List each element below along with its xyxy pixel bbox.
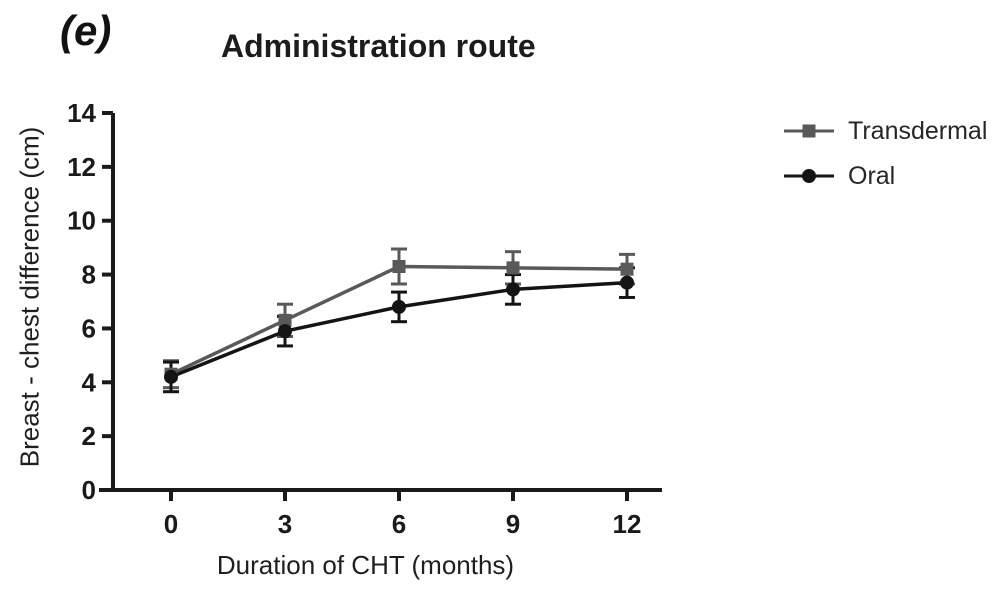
oral-circle-marker-icon — [784, 169, 834, 183]
x-tick-label: 3 — [278, 509, 292, 539]
tick-labels: 0 2 4 6 8 10 12 14 0 3 6 9 12 — [67, 98, 641, 539]
y-tick-label: 4 — [82, 367, 97, 397]
legend-label-transdermal: Transdermal — [848, 116, 988, 145]
data-point-square — [278, 313, 292, 327]
legend-label-oral: Oral — [848, 161, 896, 190]
y-tick-label: 2 — [82, 421, 96, 451]
transdermal-square-marker-icon — [784, 124, 834, 138]
legend: Transdermal Oral — [783, 117, 987, 190]
data-point-circle — [392, 299, 406, 314]
y-tick-label: 0 — [82, 475, 96, 505]
y-tick-label: 10 — [67, 206, 96, 236]
legend-item-transdermal: Transdermal — [783, 117, 987, 145]
y-tick-label: 14 — [67, 98, 96, 128]
data-point-circle — [164, 369, 178, 384]
x-tick-label: 6 — [392, 509, 406, 539]
y-tick-label: 12 — [67, 152, 96, 182]
x-tick-label: 9 — [506, 509, 520, 539]
panel-label: (e) — [60, 7, 112, 54]
x-tick-label: 0 — [164, 509, 178, 539]
data-point-square — [620, 262, 634, 276]
data-point-circle — [620, 275, 634, 290]
x-axis-title: Duration of CHT (months) — [216, 550, 515, 580]
data-point-square — [392, 259, 406, 273]
series-markers-oral — [164, 275, 634, 384]
axes — [99, 111, 662, 501]
y-axis-title: Breast - chest difference (cm) — [14, 126, 45, 468]
y-tick-label: 8 — [82, 260, 96, 290]
data-point-circle — [278, 324, 292, 339]
data-point-circle — [506, 282, 520, 297]
y-tick-label: 6 — [82, 313, 96, 343]
data-point-square — [506, 261, 520, 275]
chart-title: Administration route — [221, 28, 536, 64]
legend-item-oral: Oral — [783, 162, 987, 190]
x-tick-label: 12 — [613, 509, 642, 539]
